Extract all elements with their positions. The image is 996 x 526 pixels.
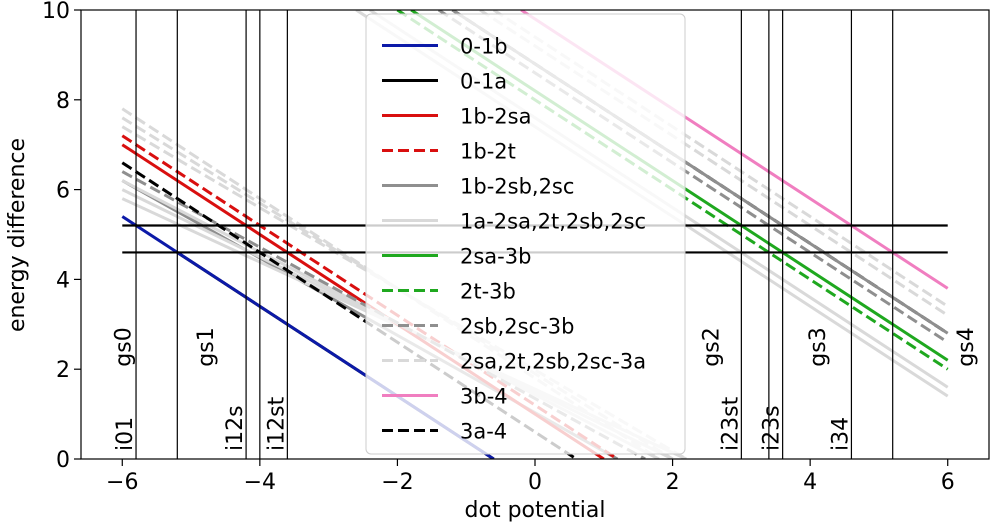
transition-label-i12s: i12s xyxy=(223,405,248,451)
y-tick-label: 6 xyxy=(56,179,70,204)
y-tick-label: 10 xyxy=(42,0,70,24)
legend-label-2sb-2sc-3b: 2sb,2sc-3b xyxy=(460,315,574,339)
x-axis-ticks: −6 −4 −2 0 2 4 6 xyxy=(106,459,955,495)
transition-label-i23s: i23s xyxy=(760,405,785,451)
transition-label-i34: i34 xyxy=(828,417,853,451)
transition-label-i23st: i23st xyxy=(718,396,743,451)
legend-label-2sa-2t-2sb-2sc-3a: 2sa,2t,2sb,2sc-3a xyxy=(460,350,646,374)
legend-label-0-1a: 0-1a xyxy=(460,70,507,94)
region-label-gs2: gs2 xyxy=(699,327,724,366)
legend: 0-1b 0-1a 1b-2sa 1b-2t 1b-2sb,2sc 1a-2sa,2t,2… xyxy=(365,13,686,455)
legend-label-1b-2sb-2sc: 1b-2sb,2sc xyxy=(460,175,574,199)
x-axis-label: dot potential xyxy=(465,498,606,523)
legend-label-3a-4: 3a-4 xyxy=(460,420,507,444)
transition-lines xyxy=(135,10,894,459)
series-line-extra-13 xyxy=(479,10,949,317)
region-label-gs1: gs1 xyxy=(194,327,219,366)
legend-label-1a-2sa-2t-2sb-2sc: 1a-2sa,2t,2sb,2sc xyxy=(460,210,646,234)
y-axis-label: energy difference xyxy=(5,138,30,332)
legend-label-0-1b: 0-1b xyxy=(460,35,508,59)
y-tick-label: 2 xyxy=(56,358,70,383)
x-tick-label: 4 xyxy=(803,470,817,495)
legend-label-1b-2t: 1b-2t xyxy=(460,140,516,164)
region-label-gs4: gs4 xyxy=(954,327,979,366)
x-tick-label: −2 xyxy=(381,470,413,495)
region-labels: gs0 gs1 gs2 gs3 gs4 xyxy=(111,327,979,366)
x-tick-label: 2 xyxy=(666,470,680,495)
region-label-gs0: gs0 xyxy=(111,327,136,366)
y-tick-label: 0 xyxy=(56,448,70,473)
legend-label-1b-2sa: 1b-2sa xyxy=(460,105,531,129)
legend-label-3b-4: 3b-4 xyxy=(460,385,508,409)
transition-labels: i01 i12s i12st i23st i23s i34 xyxy=(113,396,853,451)
transition-label-i01: i01 xyxy=(113,417,138,451)
x-tick-label: 0 xyxy=(528,470,542,495)
x-tick-label: −4 xyxy=(244,470,276,495)
x-tick-label: 6 xyxy=(941,470,955,495)
region-label-gs3: gs3 xyxy=(806,327,831,366)
transition-label-i12st: i12st xyxy=(264,396,289,451)
legend-label-2sa-3b: 2sa-3b xyxy=(460,245,531,269)
legend-box xyxy=(365,13,686,455)
y-axis-ticks: 0 2 4 6 8 10 xyxy=(42,0,81,473)
y-tick-label: 8 xyxy=(56,89,70,114)
y-tick-label: 4 xyxy=(56,268,70,293)
x-tick-label: −6 xyxy=(106,470,138,495)
legend-label-2t-3b: 2t-3b xyxy=(460,280,516,304)
